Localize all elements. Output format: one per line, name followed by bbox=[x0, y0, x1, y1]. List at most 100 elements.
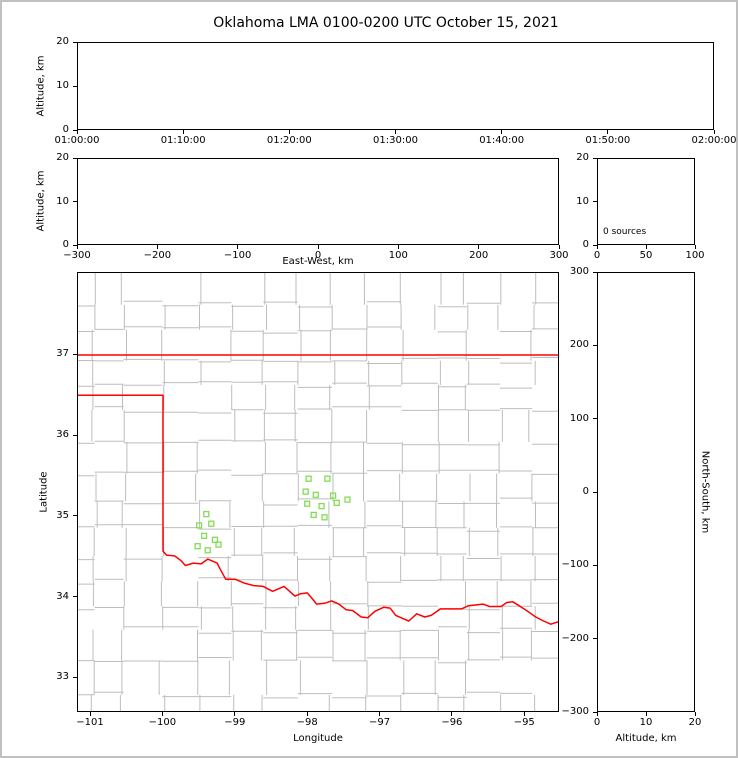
x-tick-label: 01:40:00 bbox=[479, 135, 525, 146]
county-lines bbox=[78, 273, 558, 711]
station-marker bbox=[208, 520, 215, 527]
y-tick bbox=[73, 353, 77, 355]
x-tick-label: −300 bbox=[63, 250, 91, 261]
station-marker bbox=[215, 541, 222, 548]
y-tick bbox=[593, 201, 597, 202]
y-tick-label: 10 bbox=[576, 195, 589, 207]
x-tick bbox=[234, 712, 236, 716]
x-tick-label: −98 bbox=[296, 717, 318, 728]
x-tick bbox=[395, 130, 396, 134]
station-marker bbox=[304, 500, 311, 507]
x-tick-label: 01:00:00 bbox=[54, 135, 100, 146]
station-marker bbox=[310, 511, 317, 519]
y-tick-label: −200 bbox=[561, 632, 589, 644]
x-tick-label: −101 bbox=[76, 717, 104, 728]
y-tick-label: −300 bbox=[561, 706, 589, 717]
y-tick bbox=[593, 638, 597, 640]
x-tick-label: −100 bbox=[148, 717, 177, 728]
plan-view-panel bbox=[77, 272, 559, 712]
y-tick-label: 0 bbox=[62, 124, 69, 135]
y-tick bbox=[73, 157, 77, 159]
y-tick-label: 0 bbox=[62, 239, 69, 250]
y-tick-label: −100 bbox=[561, 559, 589, 571]
x-tick-label: 50 bbox=[639, 250, 653, 261]
plan-view-map-svg bbox=[78, 273, 558, 711]
y-tick bbox=[73, 244, 77, 246]
x-tick-label: −96 bbox=[441, 717, 463, 728]
y-tick bbox=[593, 711, 597, 713]
y-tick bbox=[593, 271, 597, 273]
x-tick bbox=[694, 712, 696, 716]
x-tick-label: −99 bbox=[224, 717, 246, 728]
x-tick bbox=[523, 712, 525, 716]
source-count-label: 0 sources bbox=[603, 227, 647, 237]
x-tick bbox=[237, 245, 239, 249]
station-marker bbox=[312, 491, 319, 498]
x-tick-label: −100 bbox=[223, 250, 252, 261]
x-tick-label: −200 bbox=[143, 250, 172, 261]
x-tick-label: 02:00:00 bbox=[691, 135, 737, 146]
x-tick-label: 200 bbox=[469, 250, 489, 261]
x-tick bbox=[478, 245, 480, 249]
y-tick bbox=[593, 418, 597, 420]
x-tick bbox=[161, 712, 163, 716]
x-tick-label: 300 bbox=[549, 250, 569, 261]
y-tick bbox=[593, 491, 597, 493]
map-xlabel: Longitude bbox=[293, 733, 343, 744]
station-marker bbox=[302, 488, 309, 495]
station-marker bbox=[333, 499, 340, 506]
y-tick bbox=[73, 434, 77, 436]
x-tick bbox=[713, 130, 715, 134]
y-tick-label: 20 bbox=[56, 152, 69, 163]
y-tick-label: 37 bbox=[56, 348, 69, 360]
y-tick-label: 20 bbox=[56, 36, 69, 47]
plot-title: Oklahoma LMA 0100-0200 UTC October 15, 2… bbox=[213, 15, 559, 31]
ew-height-xlabel: East-West, km bbox=[282, 256, 354, 267]
station-marker bbox=[318, 502, 325, 510]
x-tick-label: 0 bbox=[314, 250, 322, 261]
y-tick-label: 33 bbox=[56, 671, 69, 683]
y-tick-label: 10 bbox=[56, 80, 69, 91]
x-tick bbox=[596, 712, 598, 716]
x-tick-label: −95 bbox=[513, 717, 535, 728]
y-tick bbox=[593, 564, 597, 566]
ew-height-panel bbox=[77, 158, 559, 245]
x-tick bbox=[288, 130, 290, 134]
station-marker bbox=[305, 475, 312, 482]
map-ylabel: Latitude bbox=[38, 471, 50, 513]
y-tick-label: 36 bbox=[56, 429, 69, 441]
x-tick-label: 100 bbox=[685, 250, 705, 261]
x-tick bbox=[317, 245, 319, 249]
y-tick bbox=[593, 157, 597, 159]
time-height-panel bbox=[77, 42, 714, 130]
x-tick bbox=[306, 712, 308, 716]
y-tick-label: 20 bbox=[576, 152, 589, 163]
y-tick bbox=[73, 129, 77, 131]
y-tick-label: 0 bbox=[582, 486, 589, 497]
x-tick-label: −97 bbox=[368, 717, 391, 728]
y-tick bbox=[73, 85, 77, 87]
station-marker bbox=[203, 510, 210, 518]
station-marker bbox=[195, 522, 203, 529]
y-tick bbox=[593, 244, 597, 246]
station-marker bbox=[321, 514, 328, 521]
x-tick-label: 01:10:00 bbox=[160, 135, 206, 146]
x-tick bbox=[76, 130, 78, 134]
x-tick bbox=[645, 245, 647, 249]
station-marker bbox=[211, 536, 219, 543]
x-tick bbox=[607, 130, 609, 134]
y-tick-label: 100 bbox=[569, 412, 589, 424]
x-tick bbox=[451, 712, 453, 716]
station-marker bbox=[344, 496, 351, 503]
x-tick-label: 01:30:00 bbox=[373, 135, 418, 146]
x-tick bbox=[596, 245, 598, 249]
x-tick bbox=[501, 130, 503, 134]
y-tick-label: 10 bbox=[56, 195, 69, 207]
y-tick-label: 200 bbox=[569, 339, 589, 351]
x-tick-label: 01:20:00 bbox=[266, 135, 312, 146]
y-tick-label: 0 bbox=[582, 239, 589, 250]
y-tick bbox=[73, 515, 77, 517]
y-tick-label: 34 bbox=[56, 590, 69, 602]
x-tick-label: 01:50:00 bbox=[585, 135, 631, 146]
x-tick-label: 20 bbox=[688, 717, 702, 728]
